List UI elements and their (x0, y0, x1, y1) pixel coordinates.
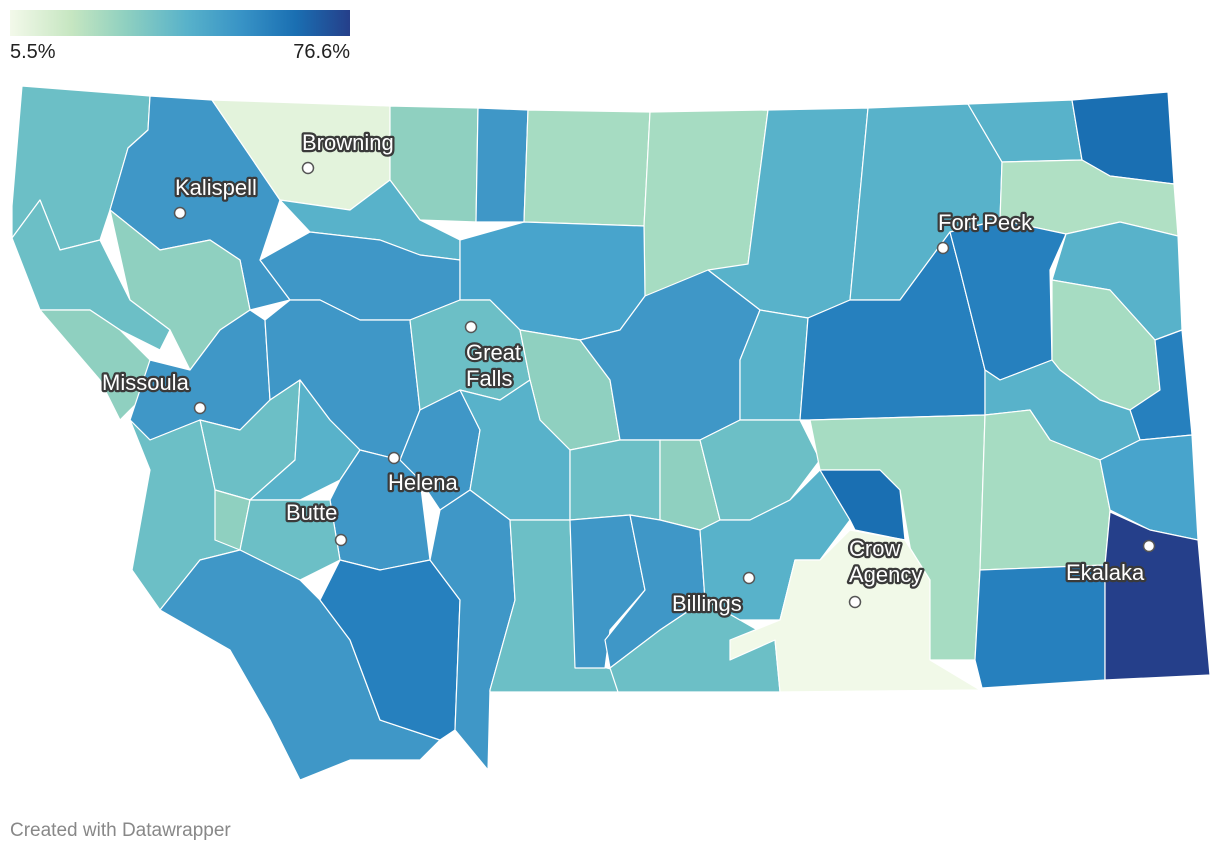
city-dot (387, 451, 401, 465)
city-label: Browning (302, 130, 394, 155)
city-marker: Fort Peck (936, 208, 1035, 255)
county-big-horn[interactable] (729, 529, 981, 693)
city-dot (936, 241, 950, 255)
legend-max-label: 76.6% (293, 41, 350, 63)
city-dot (464, 320, 478, 334)
city-dot (334, 533, 348, 547)
county-powell[interactable] (249, 379, 361, 501)
county-yellowstone[interactable] (699, 469, 851, 621)
city-label: Missoula (102, 370, 190, 395)
city-dot (173, 206, 187, 220)
city-marker: Helena (386, 451, 461, 497)
county-carter[interactable] (1104, 511, 1211, 681)
city-marker: Missoula (100, 368, 207, 415)
city-label: Crow Agency (849, 536, 922, 587)
city-marker: Butte (284, 498, 348, 547)
county-layer (11, 85, 1211, 781)
city-label: Ekalaka (1066, 560, 1145, 585)
city-label: Great Falls (466, 340, 521, 391)
city-dot (301, 161, 315, 175)
city-marker: Ekalaka (1064, 539, 1156, 587)
county-liberty[interactable] (475, 107, 529, 223)
city-dot (193, 401, 207, 415)
county-wheatland[interactable] (569, 439, 661, 521)
city-markers: Browning Kalispell Fort Peck Great Falls Miss… (100, 128, 1156, 618)
city-marker: Crow Agency (847, 534, 925, 609)
datawrapper-credit: Created with Datawrapper (10, 820, 231, 841)
city-label: Helena (388, 470, 458, 495)
city-label: Billings (672, 591, 742, 616)
city-dot (742, 571, 756, 585)
city-marker: Great Falls (464, 320, 523, 393)
city-dot (1142, 539, 1156, 553)
legend: 5.5% 76.6% (10, 10, 350, 63)
city-dot (848, 595, 862, 609)
city-label: Kalispell (175, 175, 257, 200)
county-powder-river[interactable] (974, 564, 1106, 689)
county-hill[interactable] (523, 109, 651, 227)
legend-min-label: 5.5% (10, 41, 56, 63)
city-marker: Billings (670, 571, 756, 618)
city-label: Butte (286, 500, 337, 525)
city-label: Fort Peck (938, 210, 1033, 235)
county-toole[interactable] (389, 105, 479, 223)
legend-color-scale (10, 10, 350, 36)
city-marker: Browning (300, 128, 396, 175)
city-marker: Kalispell (173, 173, 259, 220)
